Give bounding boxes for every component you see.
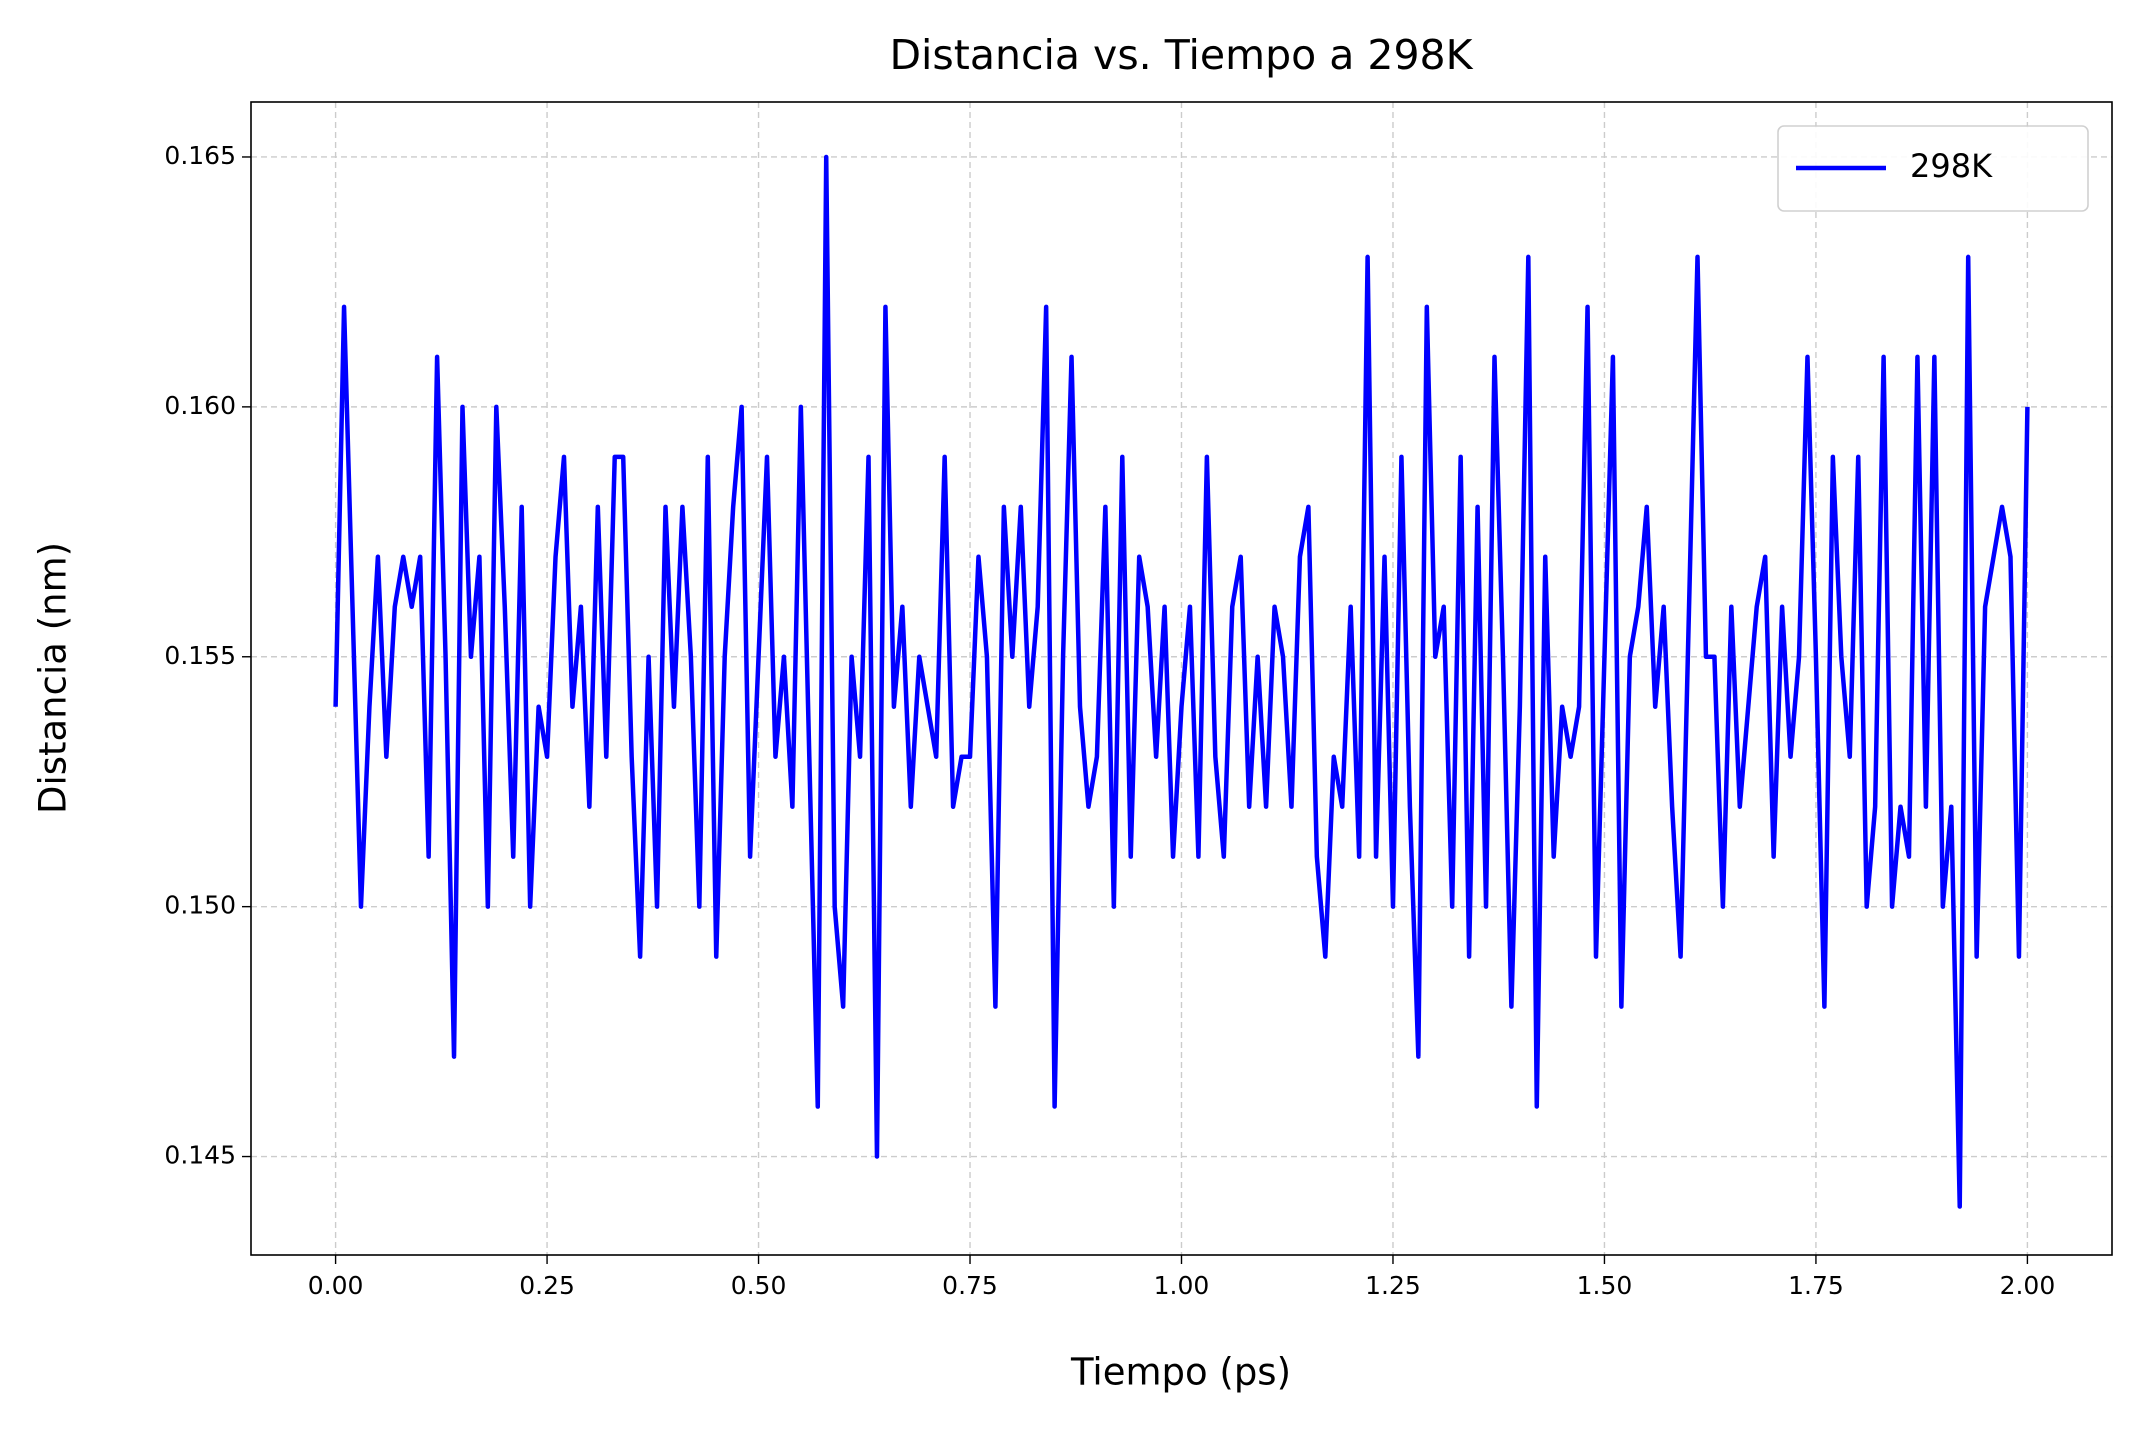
chart-title: Distancia vs. Tiempo a 298K (889, 31, 1473, 79)
x-tick-label: 1.25 (1365, 1271, 1421, 1300)
x-tick-label: 0.00 (308, 1271, 364, 1300)
x-tick-label: 0.50 (731, 1271, 787, 1300)
x-tick-label: 2.00 (2000, 1271, 2056, 1300)
legend-label: 298K (1910, 147, 1993, 185)
y-tick-label: 0.165 (164, 141, 236, 170)
x-axis-label: Tiempo (ps) (1070, 1351, 1291, 1394)
y-axis-label: Distancia (nm) (32, 542, 75, 814)
x-tick-label: 0.25 (519, 1271, 575, 1300)
x-tick-label: 1.00 (1154, 1271, 1210, 1300)
legend-box (1777, 125, 2089, 212)
y-tick-label: 0.160 (164, 391, 236, 420)
x-tick-label: 1.75 (1788, 1271, 1844, 1300)
y-tick-label: 0.155 (164, 641, 236, 670)
y-tick-label: 0.145 (164, 1141, 236, 1170)
x-tick-label: 0.75 (942, 1271, 998, 1300)
x-tick-label: 1.50 (1577, 1271, 1633, 1300)
plot-frame (250, 101, 2113, 1256)
data-line (333, 154, 2030, 1209)
y-tick-label: 0.150 (164, 891, 236, 920)
